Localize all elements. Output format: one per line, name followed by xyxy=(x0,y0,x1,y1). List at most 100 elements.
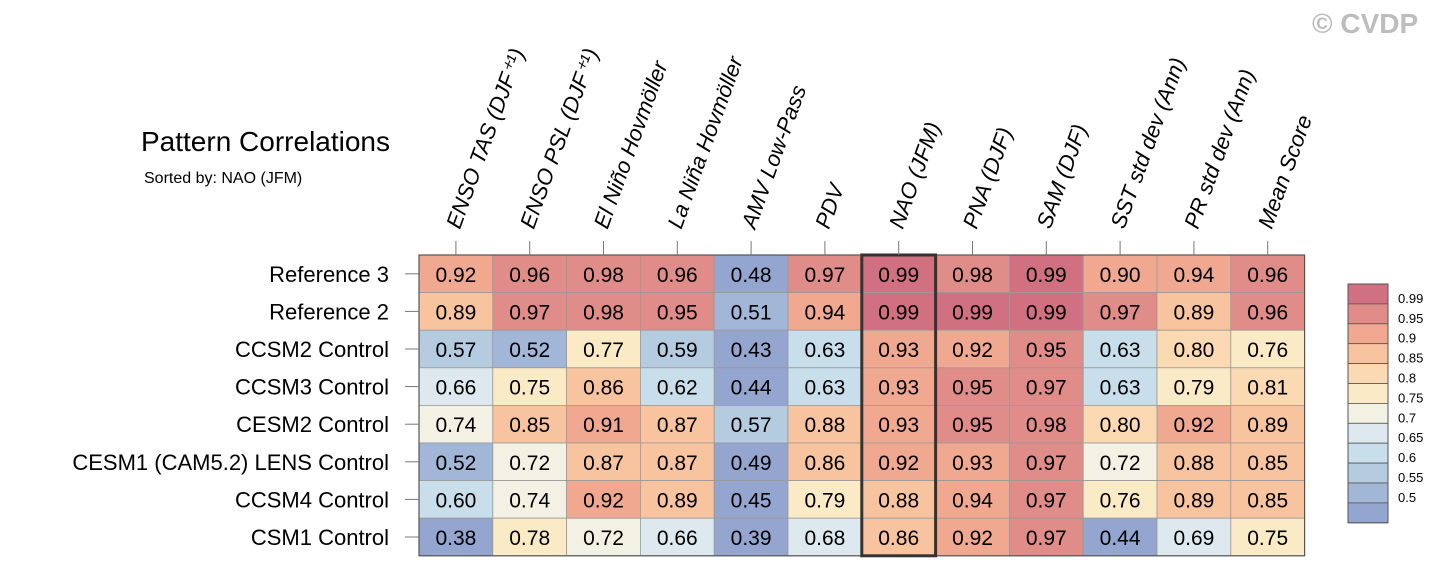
cell-value: 0.98 xyxy=(1026,414,1067,437)
cell-value: 0.92 xyxy=(1173,414,1214,437)
cell-value: 0.77 xyxy=(583,339,624,362)
cell-value: 0.97 xyxy=(1026,377,1067,400)
cell-value: 0.51 xyxy=(731,301,772,324)
cell-value: 0.88 xyxy=(878,489,919,512)
heatmap-cell xyxy=(1156,442,1232,481)
cell-value: 0.98 xyxy=(583,264,624,287)
cell-value: 0.69 xyxy=(1173,527,1214,550)
cell-value: 0.99 xyxy=(878,264,919,287)
colorbar-swatch xyxy=(1347,283,1389,305)
cell-value: 0.85 xyxy=(1247,489,1288,512)
heatmap-cell xyxy=(713,367,789,406)
copyright-watermark: © CVDP xyxy=(1312,8,1419,39)
column-label: PDV xyxy=(810,178,850,231)
colorbar-label: 0.55 xyxy=(1398,470,1423,485)
cell-value: 0.60 xyxy=(435,489,476,512)
cell-value: 0.86 xyxy=(804,452,845,475)
heatmap-cell xyxy=(1230,329,1306,369)
cell-value: 0.97 xyxy=(509,301,550,324)
heatmap-cell xyxy=(787,404,863,444)
heatmap-cell xyxy=(787,517,863,557)
cell-value: 0.59 xyxy=(657,339,698,362)
column-label: SST std dev (Ann) xyxy=(1105,54,1190,231)
heatmap-cell xyxy=(640,329,715,369)
colorbar-swatch xyxy=(1347,323,1389,345)
column-label: El Niño Hovmöller xyxy=(589,56,673,232)
cell-value: 0.88 xyxy=(1173,452,1214,475)
cell-value: 0.86 xyxy=(583,377,624,400)
cell-value: 0.95 xyxy=(952,414,993,437)
heatmap-cell xyxy=(1082,442,1158,481)
cell-value: 0.97 xyxy=(1026,452,1067,475)
heatmap-cell xyxy=(787,292,863,331)
cell-value: 0.80 xyxy=(1173,339,1214,362)
heatmap-cell xyxy=(787,442,863,481)
row-label: CCSM2 Control xyxy=(235,337,389,362)
cell-value: 0.72 xyxy=(509,452,550,475)
cell-value: 0.76 xyxy=(1100,489,1141,512)
cell-value: 0.78 xyxy=(509,527,550,550)
cell-value: 0.81 xyxy=(1247,377,1288,400)
heatmap-cell xyxy=(1082,404,1158,444)
heatmap-cell xyxy=(1082,480,1158,519)
cell-value: 0.94 xyxy=(1173,264,1214,287)
heatmap-cell xyxy=(935,404,1010,444)
heatmap-cell xyxy=(713,517,789,557)
row-label: CESM2 Control xyxy=(236,412,389,437)
heatmap-cell xyxy=(566,367,641,406)
cell-value: 0.79 xyxy=(1173,377,1214,400)
cell-value: 0.45 xyxy=(731,489,772,512)
heatmap-cell xyxy=(1009,292,1084,331)
colorbar-swatch xyxy=(1347,482,1389,504)
cell-value: 0.57 xyxy=(435,339,476,362)
column-label: SAM (DJF) xyxy=(1032,121,1093,232)
heatmap-cell xyxy=(492,254,567,293)
row-label: Reference 2 xyxy=(269,299,389,324)
row-label: CSM1 Control xyxy=(251,525,389,550)
heatmap-cell xyxy=(1156,517,1232,557)
cell-value: 0.89 xyxy=(657,489,698,512)
cell-value: 0.94 xyxy=(952,489,993,512)
heatmap-cell xyxy=(1082,329,1158,369)
heatmap-cell xyxy=(640,404,715,444)
heatmap-cell xyxy=(713,404,789,444)
cell-value: 0.98 xyxy=(583,301,624,324)
cell-value: 0.89 xyxy=(1173,301,1214,324)
cell-value: 0.68 xyxy=(804,527,845,550)
cell-value: 0.96 xyxy=(1247,301,1288,324)
cell-value: 0.52 xyxy=(435,452,476,475)
cell-value: 0.92 xyxy=(952,339,993,362)
colorbar-label: 0.5 xyxy=(1398,490,1416,505)
colorbar-swatch xyxy=(1347,402,1389,424)
cell-value: 0.97 xyxy=(1100,301,1141,324)
cell-value: 0.80 xyxy=(1100,414,1141,437)
cell-value: 0.99 xyxy=(878,301,919,324)
heatmap-cell xyxy=(418,329,494,369)
cell-value: 0.92 xyxy=(583,489,624,512)
cell-value: 0.63 xyxy=(804,377,845,400)
cell-value: 0.92 xyxy=(878,452,919,475)
cell-value: 0.63 xyxy=(1100,339,1141,362)
colorbar-label: 0.85 xyxy=(1398,351,1423,366)
cell-value: 0.86 xyxy=(878,527,919,550)
cell-value: 0.97 xyxy=(804,264,845,287)
cell-value: 0.44 xyxy=(731,377,772,400)
cell-value: 0.87 xyxy=(657,452,698,475)
row-label: Reference 3 xyxy=(269,262,389,287)
heatmap-cell xyxy=(1009,442,1084,481)
heatmap-cell xyxy=(713,442,789,481)
cell-value: 0.38 xyxy=(435,527,476,550)
column-label: PNA (DJF) xyxy=(958,124,1018,232)
heatmap-cell xyxy=(935,517,1010,557)
cell-value: 0.89 xyxy=(1173,489,1214,512)
cell-value: 0.75 xyxy=(1247,527,1288,550)
heatmap-cell xyxy=(1009,329,1084,369)
heatmap-cell xyxy=(1230,404,1306,444)
heatmap-cell xyxy=(1230,517,1306,557)
heatmap-cell xyxy=(1156,367,1232,406)
heatmap-cell xyxy=(492,480,567,519)
cell-value: 0.85 xyxy=(509,414,550,437)
heatmap-cell xyxy=(418,367,494,406)
colorbar-swatch xyxy=(1347,303,1389,325)
row-label: CCSM3 Control xyxy=(235,375,389,400)
